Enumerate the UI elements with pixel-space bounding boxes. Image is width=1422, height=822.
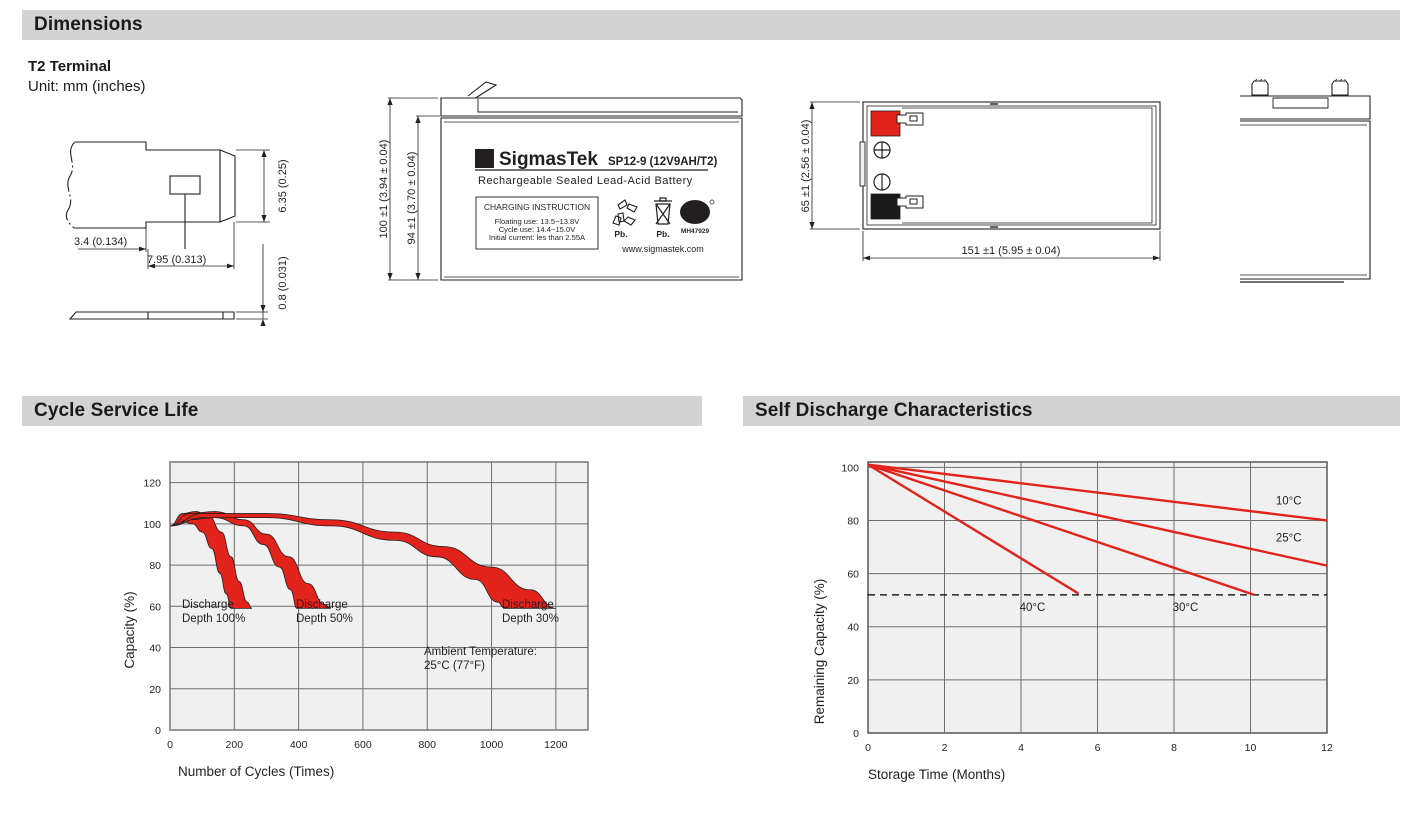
y-tick-label: 20 — [149, 684, 161, 696]
charging-line-2: Initial current: les than 2.55A — [489, 233, 586, 242]
negative-terminal-pad — [870, 193, 901, 220]
x-tick-label: 6 — [1095, 742, 1101, 754]
section-title-cycle-service-life: Cycle Service Life — [34, 400, 199, 421]
unit-note-label: Unit: mm (inches) — [28, 78, 146, 95]
x-tick-label: 1000 — [480, 739, 504, 751]
x-tick-label: 12 — [1321, 742, 1333, 754]
y-tick-label: 80 — [149, 560, 161, 572]
label-tagline: Rechargeable Sealed Lead-Acid Battery — [478, 175, 693, 187]
self-line-25-c — [867, 463, 1328, 567]
cycle-annotation: Discharge — [502, 599, 554, 611]
section-title-dimensions: Dimensions — [34, 14, 143, 35]
terminal-width-dim: 7.95 (0.313) — [147, 254, 206, 266]
self-series-label: 25°C — [1276, 533, 1302, 545]
self-line-10-c — [867, 463, 1328, 522]
self-x-axis-title: Storage Time (Months) — [868, 767, 1005, 782]
side-terminal-left — [1251, 80, 1269, 96]
battery-overall-height-dim: 100 ±1 (3.94 ± 0.04) — [378, 140, 390, 239]
section-header-self-discharge: Self Discharge Characteristics — [743, 396, 1400, 426]
crossed-out-bin-icon — [654, 197, 672, 225]
battery-length-dim: 151 ±1 (5.95 ± 0.04) — [962, 245, 1061, 257]
ul-file-number: MH47929 — [681, 228, 710, 235]
y-tick-label: 100 — [841, 462, 859, 474]
cycle-annotation: Depth 50% — [296, 613, 353, 625]
y-tick-label: 0 — [155, 725, 161, 737]
y-tick-label: 80 — [847, 515, 859, 527]
terminal-thickness-dim: 0.8 (0.031) — [277, 256, 289, 309]
side-terminal-right — [1331, 80, 1349, 96]
section-title-self-discharge: Self Discharge Characteristics — [755, 400, 1033, 421]
sigma-logo-icon — [475, 149, 494, 168]
x-tick-label: 1200 — [544, 739, 568, 751]
charging-line-1: Cycle use: 14.4~15.0V — [499, 225, 577, 234]
battery-top-view: 65 ±1 (2.56 ± 0.04) 151 ±1 (5.95 ± 0.04) — [790, 82, 1220, 287]
battery-case-height-dim: 94 ±1 (3.70 ± 0.04) — [406, 152, 418, 245]
x-tick-label: 10 — [1245, 742, 1257, 754]
terminal-type-label: T2 Terminal — [28, 58, 112, 75]
y-tick-label: 40 — [847, 622, 859, 634]
cycle-annotation: Discharge — [296, 599, 348, 611]
cycle-y-axis-title: Capacity (%) — [122, 591, 137, 668]
self-series-label: 10°C — [1276, 496, 1302, 508]
cycle-x-axis-title: Number of Cycles (Times) — [178, 764, 334, 779]
recycle-icon — [612, 199, 638, 226]
charging-instruction-title: CHARGING INSTRUCTION — [484, 202, 590, 212]
x-tick-label: 0 — [865, 742, 871, 754]
charging-line-0: Floating use: 13.5~13.8V — [495, 217, 581, 226]
x-tick-label: 2 — [942, 742, 948, 754]
self-discharge-chart: 0 20 40 60 80 100 0 2 4 6 8 10 12 10°C 25°C 30°C 40°C Sto… — [800, 448, 1360, 793]
svg-text:Σ: Σ — [480, 151, 489, 168]
positive-terminal-pad — [870, 110, 901, 137]
self-line-40-c — [867, 463, 1080, 595]
negative-polarity-symbol — [873, 173, 891, 191]
model-number: SP12-9 (12V9AH/T2) — [608, 156, 717, 168]
section-header-dimensions: Dimensions — [22, 10, 1400, 40]
cycle-service-life-chart: 0 20 40 60 80 100 120 0 200 400 600 800 1000 1200 Disc… — [110, 448, 610, 793]
terminal-height-dim: 6.35 (0.25) — [277, 159, 289, 212]
y-tick-label: 40 — [149, 643, 161, 655]
brand-name: SigmasTek — [499, 149, 598, 170]
x-tick-label: 0 — [167, 739, 173, 751]
x-tick-label: 8 — [1171, 742, 1177, 754]
t2-terminal-drawing: 6.35 (0.25) 3.4 (0.134) 7.95 (0.313) 0.8… — [30, 118, 330, 348]
section-header-cycle-service-life: Cycle Service Life — [22, 396, 702, 426]
y-tick-label: 60 — [847, 569, 859, 581]
website-text: www.sigmastek.com — [621, 244, 704, 254]
y-tick-label: 60 — [149, 601, 161, 613]
svg-text:UL: UL — [685, 205, 705, 222]
terminal-offset-dim: 3.4 (0.134) — [74, 236, 127, 248]
battery-side-view — [1229, 72, 1400, 295]
y-tick-label: 120 — [143, 478, 161, 490]
cycle-annotation: 25°C (77°F) — [424, 660, 485, 672]
battery-label: Σ SigmasTek SP12-9 (12V9AH/T2) Rechargea… — [475, 149, 717, 254]
x-tick-label: 4 — [1018, 742, 1024, 754]
cycle-annotation: Depth 30% — [502, 613, 559, 625]
x-tick-label: 400 — [290, 739, 308, 751]
self-line-30-c — [867, 463, 1255, 596]
battery-front-view: 100 ±1 (3.94 ± 0.04) 94 ±1 (3.70 ± 0.04)… — [378, 70, 778, 295]
bin-caption: Pb. — [656, 229, 669, 239]
x-tick-label: 800 — [418, 739, 436, 751]
positive-polarity-symbol — [873, 141, 891, 159]
cycle-annotation: Ambient Temperature: — [424, 646, 537, 658]
self-series-label: 40°C — [1020, 602, 1046, 614]
y-tick-label: 20 — [847, 675, 859, 687]
x-tick-label: 200 — [226, 739, 244, 751]
ul-mark-icon: UL — [680, 199, 715, 224]
y-tick-label: 0 — [853, 728, 859, 740]
y-tick-label: 100 — [143, 519, 161, 531]
self-y-axis-title: Remaining Capacity (%) — [812, 579, 827, 725]
cycle-band-discharge-depth-30- — [170, 513, 556, 609]
recycle-caption: Pb. — [614, 229, 627, 239]
cycle-annotation: Depth 100% — [182, 613, 245, 625]
self-series-label: 30°C — [1173, 602, 1199, 614]
battery-width-dim: 65 ±1 (2.56 ± 0.04) — [800, 120, 812, 213]
cycle-annotation: Discharge — [182, 599, 234, 611]
x-tick-label: 600 — [354, 739, 372, 751]
